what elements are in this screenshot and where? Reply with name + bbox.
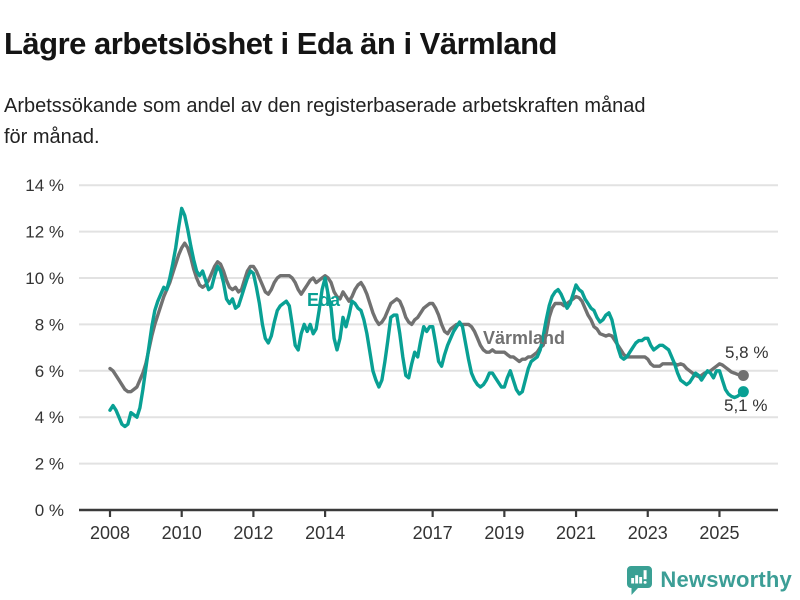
newsworthy-wordmark: Newsworthy	[660, 567, 792, 592]
series-label-eda: Eda	[307, 290, 341, 310]
y-axis-label: 6 %	[35, 362, 64, 381]
page-title: Lägre arbetslöshet i Eda än i Värmland	[4, 25, 557, 61]
y-axis-label: 12 %	[25, 223, 64, 242]
newsworthy-chart-bubble-icon	[627, 565, 653, 595]
end-value-label-varmland: 5,8 %	[725, 343, 768, 362]
series-label-varmland: Värmland	[483, 328, 565, 348]
x-axis-label: 2025	[699, 523, 739, 543]
page-subtitle: Arbetssökande som andel av den registerb…	[4, 95, 646, 148]
x-axis-label: 2010	[162, 523, 202, 543]
y-axis-label: 8 %	[35, 315, 64, 334]
y-axis-label: 10 %	[25, 269, 64, 288]
y-axis-label: 4 %	[35, 408, 64, 427]
x-axis-label: 2014	[305, 523, 345, 543]
x-axis-label: 2012	[233, 523, 273, 543]
y-axis-label: 2 %	[35, 455, 64, 474]
end-dot-varmland	[737, 369, 749, 381]
end-dot-eda	[737, 386, 749, 398]
x-axis-label: 2023	[628, 523, 668, 543]
newsworthy-logo: Newsworthy	[626, 564, 792, 596]
x-axis-label: 2021	[556, 523, 596, 543]
series-line-varmland	[108, 241, 746, 394]
logo-bars-glyph	[631, 569, 648, 584]
y-axis-label: 0 %	[35, 501, 64, 520]
x-axis-label: 2019	[484, 523, 524, 543]
x-axis-label: 2017	[413, 523, 453, 543]
x-axis-label: 2008	[90, 523, 130, 543]
y-axis-label: 14 %	[25, 176, 64, 195]
end-value-label-eda: 5,1 %	[724, 396, 767, 415]
series-line-eda	[108, 206, 746, 429]
